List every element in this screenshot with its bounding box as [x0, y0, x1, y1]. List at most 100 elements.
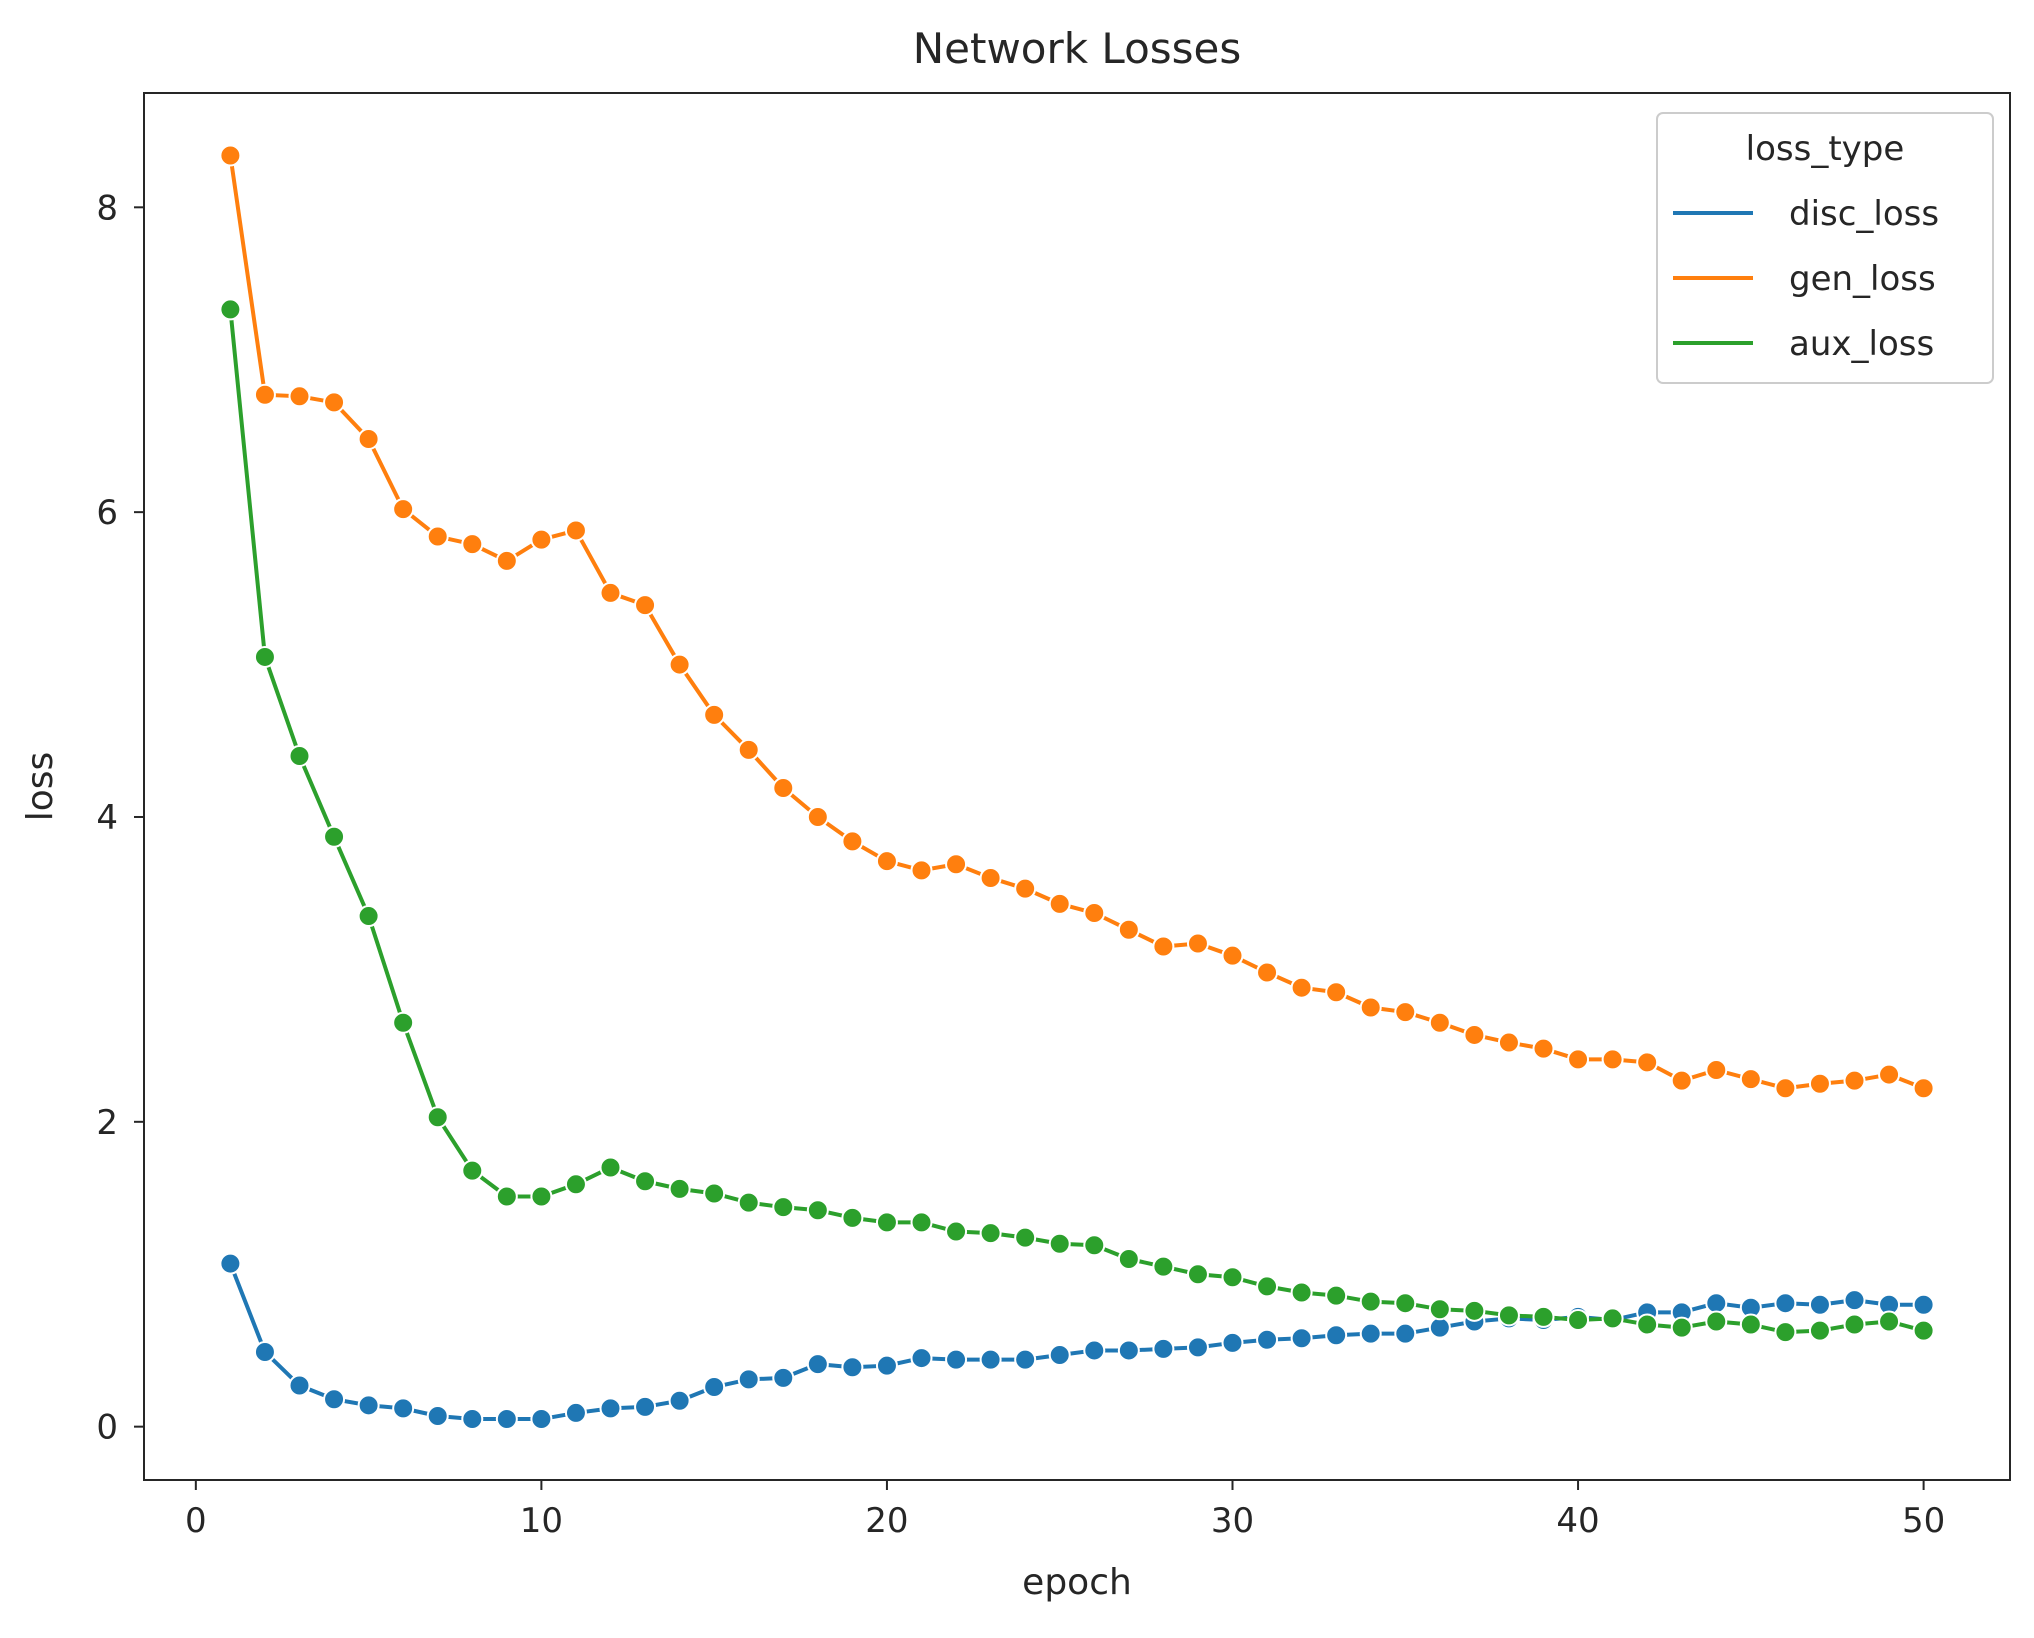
- x-axis-title: epoch: [1022, 1562, 1132, 1603]
- data-point: [875, 850, 898, 873]
- data-point: [392, 498, 415, 521]
- chart-title: Network Losses: [913, 24, 1242, 73]
- data-point: [1325, 1324, 1348, 1347]
- data-point: [841, 830, 864, 853]
- data-point: [1152, 1255, 1175, 1278]
- data-point: [219, 144, 242, 167]
- legend-item[interactable]: gen_loss: [1673, 259, 1936, 299]
- data-point: [1912, 1293, 1935, 1316]
- data-point: [1083, 902, 1106, 925]
- data-point: [910, 1211, 933, 1234]
- series-aux_loss: [219, 298, 1935, 1344]
- data-point: [841, 1356, 864, 1379]
- data-point: [703, 1182, 726, 1205]
- data-point: [1256, 1275, 1279, 1298]
- data-point: [219, 1252, 242, 1275]
- data-point: [806, 805, 829, 828]
- legend-title: loss_type: [1746, 129, 1905, 169]
- data-point: [530, 528, 553, 551]
- data-point: [564, 1401, 587, 1424]
- data-point: [1048, 1344, 1071, 1367]
- data-point: [806, 1199, 829, 1222]
- legend-item[interactable]: disc_loss: [1673, 194, 1939, 234]
- data-point: [1256, 961, 1279, 984]
- data-point: [634, 594, 657, 617]
- data-point: [1083, 1234, 1106, 1257]
- data-point: [1878, 1063, 1901, 1086]
- data-point: [1290, 1281, 1313, 1304]
- data-point: [668, 1177, 691, 1200]
- data-point: [945, 853, 968, 876]
- legend[interactable]: loss_type disc_loss gen_loss aux_loss: [1656, 112, 1994, 384]
- data-point: [1394, 1322, 1417, 1345]
- data-point: [668, 653, 691, 676]
- data-point: [253, 1340, 276, 1363]
- y-axis: 0 2 4 6 8: [96, 188, 144, 1448]
- data-point: [288, 385, 311, 408]
- legend-label: gen_loss: [1789, 259, 1936, 299]
- data-point: [945, 1220, 968, 1243]
- data-point: [564, 1173, 587, 1196]
- data-point: [357, 905, 380, 928]
- data-point: [1152, 935, 1175, 958]
- legend-item[interactable]: aux_loss: [1673, 324, 1934, 364]
- legend-label: disc_loss: [1789, 194, 1939, 234]
- data-point: [253, 383, 276, 406]
- x-tick-label: 30: [1211, 1501, 1254, 1541]
- y-tick-label: 4: [96, 798, 118, 838]
- x-tick-label: 0: [185, 1501, 207, 1541]
- data-point: [1359, 1322, 1382, 1345]
- data-point: [668, 1389, 691, 1412]
- data-point: [875, 1211, 898, 1234]
- data-point: [910, 859, 933, 882]
- data-point: [737, 1368, 760, 1391]
- data-point: [495, 1408, 518, 1431]
- data-point: [530, 1408, 553, 1431]
- data-point: [1186, 932, 1209, 955]
- data-point: [1601, 1307, 1624, 1330]
- series-gen_loss: [219, 144, 1935, 1100]
- data-point: [1152, 1337, 1175, 1360]
- data-point: [1670, 1316, 1693, 1339]
- data-point: [1014, 877, 1037, 900]
- data-point: [1567, 1308, 1590, 1331]
- data-point: [1497, 1304, 1520, 1327]
- x-tick-label: 20: [865, 1501, 908, 1541]
- data-point: [737, 738, 760, 761]
- data-point: [461, 1159, 484, 1182]
- data-point: [1774, 1077, 1797, 1100]
- data-point: [1463, 1299, 1486, 1322]
- data-point: [599, 581, 622, 604]
- data-point: [1048, 1232, 1071, 1255]
- data-point: [772, 777, 795, 800]
- data-point: [1497, 1031, 1520, 1054]
- data-point: [1325, 1284, 1348, 1307]
- data-point: [495, 1185, 518, 1208]
- data-point: [1912, 1077, 1935, 1100]
- data-point: [253, 645, 276, 668]
- legend-label: aux_loss: [1789, 324, 1934, 364]
- data-point: [1428, 1011, 1451, 1034]
- data-point: [1705, 1310, 1728, 1333]
- x-tick-label: 40: [1556, 1501, 1599, 1541]
- data-point: [392, 1011, 415, 1034]
- data-point: [1636, 1313, 1659, 1336]
- data-point: [875, 1354, 898, 1377]
- data-point: [1394, 1292, 1417, 1315]
- data-point: [1014, 1226, 1037, 1249]
- data-point: [426, 1106, 449, 1129]
- data-point: [1117, 918, 1140, 941]
- data-point: [323, 1388, 346, 1411]
- data-point: [1808, 1293, 1831, 1316]
- legend-box: [1656, 112, 1994, 384]
- data-point: [1774, 1292, 1797, 1315]
- data-point: [1843, 1069, 1866, 1092]
- data-point: [1117, 1339, 1140, 1362]
- data-point: [841, 1206, 864, 1229]
- data-point: [1359, 996, 1382, 1019]
- data-point: [1843, 1313, 1866, 1336]
- data-point: [323, 825, 346, 848]
- data-point: [1186, 1263, 1209, 1286]
- data-point: [1567, 1048, 1590, 1071]
